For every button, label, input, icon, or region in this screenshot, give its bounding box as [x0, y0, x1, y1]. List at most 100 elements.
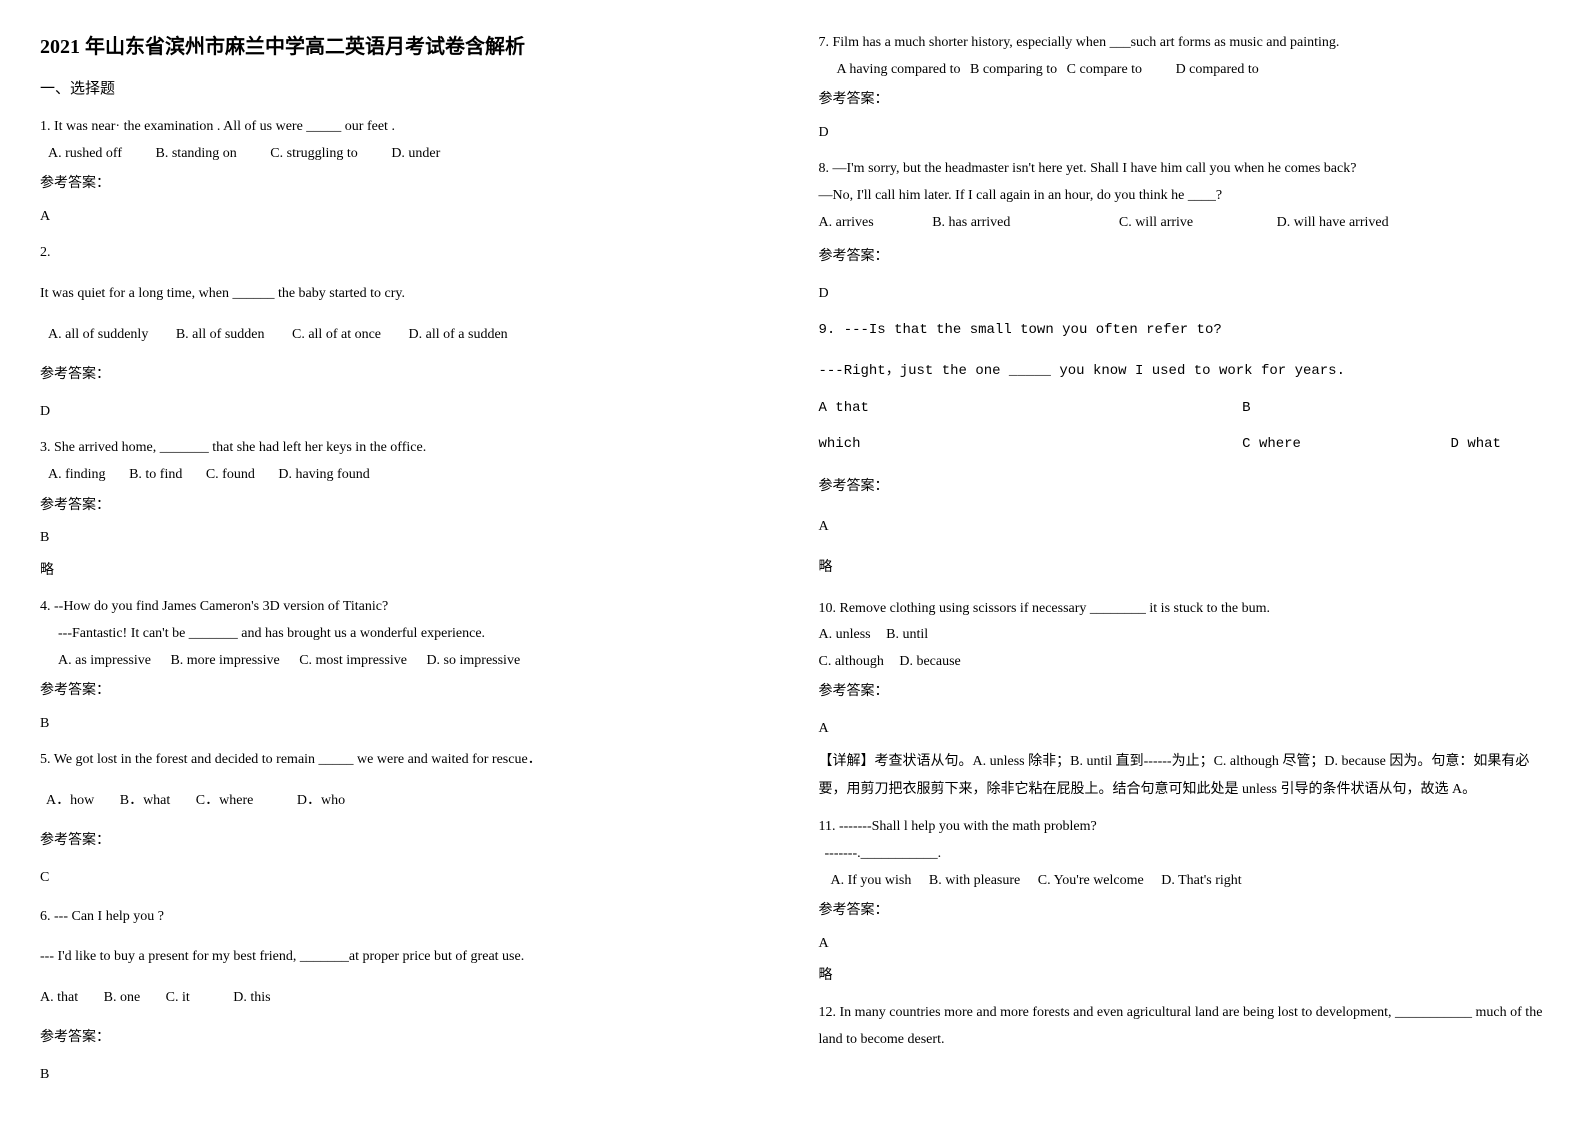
question-6: 6. --- Can I help you ? --- I'd like to …	[40, 904, 769, 1089]
question-line1: 9. ---Is that the small town you often r…	[819, 317, 1548, 344]
option-b: B．what	[120, 788, 171, 815]
answer-label: 参考答案：	[40, 1025, 769, 1052]
options: A. that B. one C. it D. this	[40, 985, 769, 1012]
option-b: B. has arrived	[932, 210, 1010, 237]
option-c: C compare to	[1067, 57, 1142, 84]
answer-label: 参考答案：	[40, 362, 769, 389]
option-d: D. will have arrived	[1277, 210, 1389, 237]
answer-value: C	[40, 865, 769, 892]
options: A. arrives B. has arrived C. will arrive…	[819, 210, 1548, 237]
option-c: C. all of at once	[292, 322, 381, 349]
option-d: D. so impressive	[426, 648, 520, 675]
option-a: A having compared to	[837, 57, 961, 84]
option-c: C. struggling to	[270, 141, 358, 168]
options: A. If you wish B. with pleasure C. You'r…	[831, 868, 1548, 895]
answer-label: 参考答案：	[819, 474, 1548, 501]
question-text: It was quiet for a long time, when _____…	[40, 281, 769, 308]
option-a: A. arrives	[819, 210, 874, 237]
option-a: A. rushed off	[48, 141, 122, 168]
option-d: D. That's right	[1161, 868, 1241, 895]
question-text: 3. She arrived home, _______ that she ha…	[40, 435, 769, 462]
options: A. finding B. to find C. found D. having…	[40, 462, 769, 489]
option-a: A. all of suddenly	[48, 322, 148, 349]
options: A. as impressive B. more impressive C. m…	[58, 648, 769, 675]
exam-title: 2021 年山东省滨州市麻兰中学高二英语月考试卷含解析	[40, 30, 769, 59]
option-c: C．where	[196, 788, 254, 815]
question-line2: --- I'd like to buy a present for my bes…	[40, 944, 769, 971]
answer-value: D	[40, 399, 769, 426]
option-a: A. finding	[48, 462, 106, 489]
question-text: 1. It was near· the examination . All of…	[40, 114, 769, 141]
answer-value: B	[40, 525, 769, 552]
answer-label: 参考答案：	[40, 493, 769, 520]
option-c: C. found	[206, 462, 255, 489]
option-b: B. all of sudden	[176, 322, 265, 349]
option-b: B. with pleasure	[929, 868, 1020, 895]
option-b: B. more impressive	[170, 648, 279, 675]
option-b: B comparing to	[970, 57, 1057, 84]
question-line2: —No, I'll call him later. If I call agai…	[819, 183, 1548, 210]
option-a: A that	[819, 395, 1234, 422]
options-row2: which C where D what	[819, 431, 1548, 458]
option-c: C where	[1242, 431, 1442, 458]
omitted-note: 略	[819, 963, 1548, 990]
question-3: 3. She arrived home, _______ that she ha…	[40, 435, 769, 584]
question-7: 7. Film has a much shorter history, espe…	[819, 30, 1548, 146]
answer-value: B	[40, 1062, 769, 1089]
option-d: D. having found	[278, 462, 369, 489]
options-row1: A that B	[819, 395, 1548, 422]
question-8: 8. —I'm sorry, but the headmaster isn't …	[819, 156, 1548, 307]
omitted-note: 略	[819, 555, 1548, 582]
answer-label: 参考答案：	[819, 679, 1548, 706]
question-num: 2.	[40, 240, 769, 267]
option-b: B. one	[104, 985, 141, 1012]
option-d: D what	[1451, 436, 1501, 452]
option-c: C. You're welcome	[1038, 868, 1144, 895]
answer-value: D	[819, 281, 1548, 308]
answer-value: A	[819, 514, 1548, 541]
question-10: 10. Remove clothing using scissors if ne…	[819, 596, 1548, 805]
question-1: 1. It was near· the examination . All of…	[40, 114, 769, 230]
question-line2: -------.___________.	[825, 841, 1548, 868]
question-line1: 11. -------Shall l help you with the mat…	[819, 814, 1548, 841]
question-text: 7. Film has a much shorter history, espe…	[819, 30, 1548, 57]
answer-value: B	[40, 711, 769, 738]
option-a: A. If you wish	[831, 868, 912, 895]
option-b: B. until	[886, 627, 928, 642]
option-b: B. to find	[129, 462, 182, 489]
options: A having compared to B comparing to C co…	[819, 57, 1548, 84]
question-text: 10. Remove clothing using scissors if ne…	[819, 596, 1548, 623]
explanation: 【详解】考查状语从句。A. unless 除非；B. until 直到-----…	[819, 748, 1548, 804]
section-header: 一、选择题	[40, 77, 769, 98]
option-d: D．who	[297, 788, 345, 815]
question-11: 11. -------Shall l help you with the mat…	[819, 814, 1548, 990]
options: A. rushed off B. standing on C. struggli…	[40, 141, 769, 168]
answer-value: D	[819, 120, 1548, 147]
options-row1: A. unless B. until	[819, 622, 1548, 649]
option-d: D compared to	[1176, 57, 1259, 84]
answer-value: A	[819, 716, 1548, 743]
options-row2: C. although D. because	[819, 649, 1548, 676]
omitted-note: 略	[40, 558, 769, 585]
option-c: C. most impressive	[299, 648, 407, 675]
option-c: C. it	[166, 985, 190, 1012]
answer-value: A	[40, 204, 769, 231]
question-9: 9. ---Is that the small town you often r…	[819, 317, 1548, 581]
option-c: C. will arrive	[1119, 210, 1193, 237]
question-5: 5. We got lost in the forest and decided…	[40, 747, 769, 891]
left-column: 2021 年山东省滨州市麻兰中学高二英语月考试卷含解析 一、选择题 1. It …	[40, 30, 769, 1099]
answer-value: A	[819, 931, 1548, 958]
answer-label: 参考答案：	[819, 87, 1548, 114]
question-line2: ---Right，just the one _____ you know I u…	[819, 358, 1548, 385]
option-d: D. all of a sudden	[409, 322, 508, 349]
question-line1: 8. —I'm sorry, but the headmaster isn't …	[819, 156, 1548, 183]
answer-label: 参考答案：	[40, 171, 769, 198]
option-d: D. because	[899, 654, 960, 669]
option-a: A. unless	[819, 627, 871, 642]
option-c: C. although	[819, 654, 884, 669]
question-12: 12. In many countries more and more fore…	[819, 1000, 1548, 1053]
options: A. all of suddenly B. all of sudden C. a…	[40, 322, 769, 349]
option-a: A．how	[46, 788, 94, 815]
answer-label: 参考答案：	[40, 828, 769, 855]
question-4: 4. --How do you find James Cameron's 3D …	[40, 594, 769, 737]
